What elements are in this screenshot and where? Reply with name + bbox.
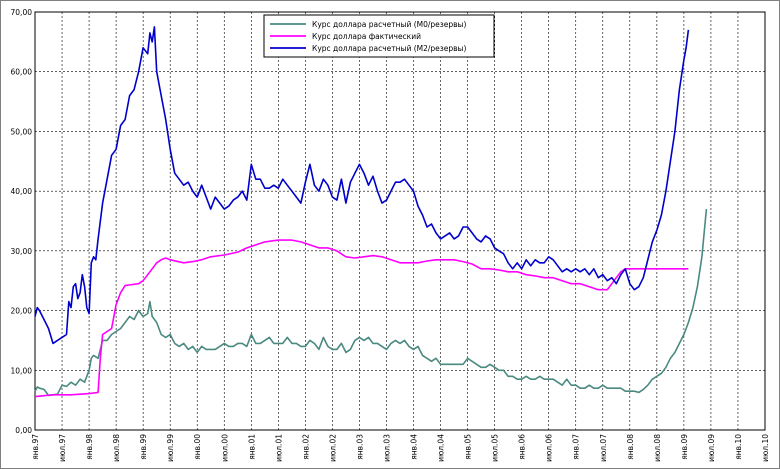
x-tick-label: июл.09 — [707, 434, 716, 462]
x-tick-label: июл.07 — [599, 434, 608, 462]
y-tick-label: 20,00 — [11, 307, 33, 316]
x-tick-label: июл.97 — [58, 434, 67, 462]
x-axis: янв.97 июл.97 янв.98 июл.98 янв.99 июл.99 янв.… — [31, 434, 770, 462]
y-tick-label: 70,00 — [11, 8, 33, 17]
legend-label-0: Курс доллара расчетный (M0/резервы) — [312, 20, 466, 29]
x-tick-label: июл.08 — [653, 434, 662, 462]
y-axis: 0,00 10,00 20,00 30,00 40,00 50,00 60,00 70,00 — [11, 8, 33, 435]
series-line-0 — [34, 209, 708, 397]
x-tick-label: июл.05 — [491, 434, 500, 462]
legend-label-2: Курс доллара расчетный (M2/резервы) — [312, 44, 466, 53]
x-tick-label: июл.06 — [545, 434, 554, 462]
x-tick-label: июл.01 — [274, 434, 283, 462]
x-tick-label: июл.00 — [220, 434, 229, 462]
y-tick-label: 30,00 — [11, 247, 33, 256]
y-tick-label: 60,00 — [11, 68, 33, 77]
x-tick-label: янв.99 — [139, 434, 148, 460]
series-lines — [34, 26, 708, 398]
y-tick-label: 0,00 — [15, 426, 32, 435]
y-tick-label: 10,00 — [11, 366, 33, 375]
x-tick-label: янв.04 — [410, 434, 419, 460]
x-tick-label: янв.07 — [572, 434, 581, 460]
plot-area-border — [34, 11, 766, 431]
series-line-2 — [34, 26, 690, 345]
x-tick-label: июл.99 — [166, 434, 175, 462]
x-tick-label: янв.98 — [85, 434, 94, 460]
x-tick-label: янв.09 — [680, 434, 689, 460]
legend: Курс доллара расчетный (M0/резервы) Курс … — [263, 14, 495, 58]
x-tick-label: янв.06 — [518, 434, 527, 460]
x-tick-label: янв.10 — [734, 434, 743, 460]
x-tick-label: янв.08 — [626, 434, 635, 460]
x-tick-label: янв.05 — [464, 434, 473, 460]
x-tick-label: янв.02 — [301, 434, 310, 460]
y-tick-label: 50,00 — [11, 127, 33, 136]
x-tick-label: июл.02 — [328, 434, 337, 462]
y-tick-label: 40,00 — [11, 187, 33, 196]
x-tick-label: янв.97 — [31, 434, 40, 460]
x-tick-label: янв.01 — [247, 434, 256, 460]
x-tick-label: янв.03 — [355, 434, 364, 460]
x-tick-label: июл.98 — [112, 434, 121, 462]
x-tick-label: июл.03 — [382, 434, 391, 462]
legend-label-1: Курс доллара фактический — [312, 32, 421, 41]
series-line-1 — [34, 239, 689, 398]
x-tick-label: июл.10 — [761, 434, 770, 462]
x-tick-label: янв.00 — [193, 434, 202, 460]
x-tick-label: июл.04 — [437, 434, 446, 462]
